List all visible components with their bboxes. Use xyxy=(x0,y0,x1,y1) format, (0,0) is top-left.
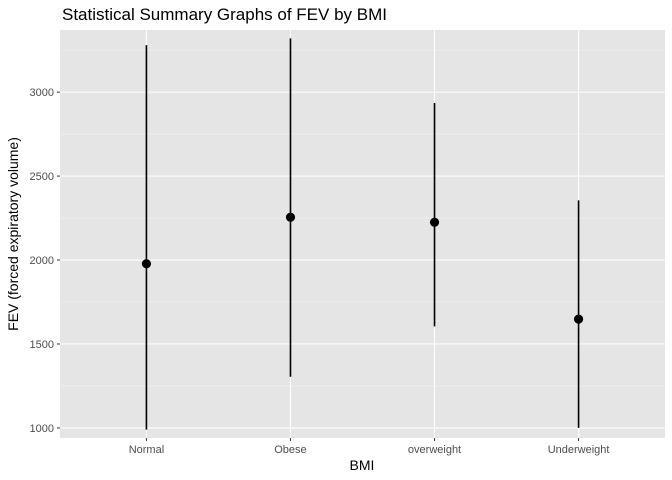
mean-point xyxy=(573,314,584,324)
y-tick-label: 2000 xyxy=(30,255,54,267)
range-lines xyxy=(145,38,580,430)
x-tick-label: overweight xyxy=(408,444,461,456)
y-axis-title: FEV (forced expiratory volume) xyxy=(5,137,21,331)
mean-points xyxy=(141,212,584,324)
mean-point xyxy=(141,259,152,269)
chart-title: Statistical Summary Graphs of FEV by BMI xyxy=(62,5,387,24)
mean-point xyxy=(429,217,440,227)
y-tick-label: 1000 xyxy=(30,423,54,435)
y-axis: 1000 1500 2000 2500 3000 xyxy=(30,87,60,435)
x-axis-title: BMI xyxy=(350,457,375,473)
y-tick-label: 3000 xyxy=(30,87,54,99)
x-tick-label: Underweight xyxy=(548,444,610,456)
x-axis: Normal Obese overweight Underweight xyxy=(129,438,610,456)
y-tick-label: 2500 xyxy=(30,171,54,183)
plot-panel xyxy=(60,30,665,438)
y-tick-label: 1500 xyxy=(30,339,54,351)
x-tick-label: Obese xyxy=(274,444,306,456)
x-tick-label: Normal xyxy=(129,444,164,456)
mean-point xyxy=(285,212,296,222)
minor-gridlines xyxy=(60,49,665,387)
